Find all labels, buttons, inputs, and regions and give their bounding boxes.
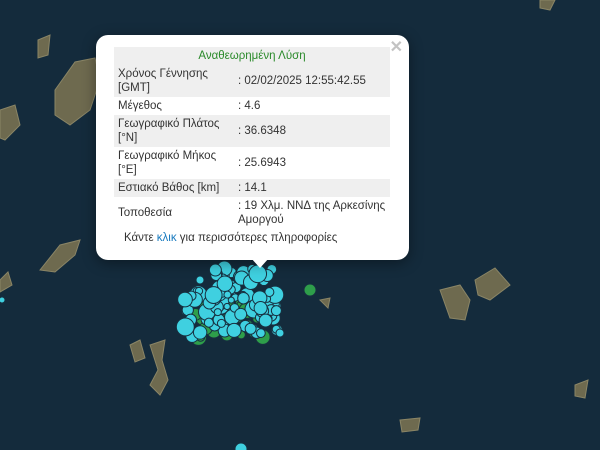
detail-label: Τοποθεσία	[118, 207, 172, 219]
earthquake-marker[interactable]	[244, 322, 257, 335]
earthquake-marker[interactable]	[234, 442, 248, 450]
earthquake-marker[interactable]	[253, 301, 268, 316]
island	[474, 267, 511, 301]
detail-label: Εστιακό Βάθος [km]	[114, 179, 234, 197]
island	[129, 339, 146, 363]
detail-value: : 4.6	[238, 100, 261, 112]
popup-tip	[251, 258, 269, 268]
detail-value: : 02/02/2025 12:55:42.55	[234, 65, 390, 97]
earthquake-marker[interactable]	[195, 275, 205, 285]
detail-row: Τοποθεσία : 19 Χλμ. ΝΝΔ της Αρκεσίνης Αμο…	[114, 197, 390, 229]
island	[39, 239, 81, 273]
earthquake-marker[interactable]	[256, 328, 266, 339]
earthquake-marker[interactable]	[258, 313, 273, 328]
earthquake-marker[interactable]	[226, 322, 242, 338]
earthquake-marker[interactable]	[208, 263, 222, 277]
earthquake-marker[interactable]	[0, 296, 6, 304]
island	[0, 271, 13, 293]
earthquake-marker[interactable]	[192, 325, 208, 340]
earthquake-marker[interactable]	[223, 302, 231, 311]
island	[574, 379, 589, 399]
earthquake-marker[interactable]	[275, 328, 285, 338]
earthquake-marker[interactable]	[237, 291, 250, 305]
island	[399, 417, 421, 433]
earthquake-markers	[0, 260, 317, 450]
detail-label: Χρόνος Γέννησης [GMT]	[114, 65, 234, 97]
detail-row: Γεωγραφικό Μήκος [°E] : 25.6943	[114, 147, 390, 179]
popup-title: Αναθεωρημένη Λύση	[114, 47, 390, 65]
earthquake-marker[interactable]	[303, 283, 317, 297]
detail-row: Εστιακό Βάθος [km]: 14.1	[114, 179, 390, 197]
island	[439, 284, 471, 321]
detail-label: Γεωγραφικό Πλάτος [°N]	[114, 115, 234, 147]
detail-row: Μέγεθος : 4.6	[114, 97, 390, 115]
more-info-link[interactable]: κλικ	[156, 232, 177, 244]
earthquake-marker[interactable]	[213, 308, 222, 317]
earthquake-marker[interactable]	[234, 307, 248, 321]
earthquake-marker[interactable]	[227, 296, 235, 304]
earthquake-details-table: Αναθεωρημένη Λύση Χρόνος Γέννησης [GMT]:…	[114, 47, 390, 229]
earthquake-marker[interactable]	[177, 291, 193, 308]
more-prefix: Κάντε	[124, 232, 157, 244]
more-info-text: Κάντε κλικ για περισσότερες πληροφορίες	[124, 232, 337, 244]
detail-label: Γεωγραφικό Μήκος [°E]	[118, 150, 217, 176]
island	[54, 57, 101, 126]
island	[0, 104, 21, 141]
earthquake-marker[interactable]	[264, 287, 275, 298]
earthquake-marker[interactable]	[204, 286, 223, 304]
earthquake-marker[interactable]	[203, 317, 214, 328]
earthquake-marker[interactable]	[216, 275, 234, 292]
detail-row: Χρόνος Γέννησης [GMT]: 02/02/2025 12:55:…	[114, 65, 390, 97]
earthquake-marker[interactable]	[216, 318, 226, 328]
detail-value: : 14.1	[234, 179, 390, 197]
detail-value: : 36.6348	[234, 115, 390, 147]
earthquake-popup: ✕ Αναθεωρημένη Λύση Χρόνος Γέννησης [GMT…	[96, 35, 409, 260]
earthquake-marker[interactable]	[270, 305, 282, 317]
more-suffix: για περισσότερες πληροφορίες	[176, 232, 338, 244]
island	[318, 297, 331, 310]
earthquake-marker[interactable]	[223, 290, 232, 299]
island	[539, 0, 556, 11]
close-icon[interactable]: ✕	[389, 39, 403, 56]
island	[37, 34, 51, 59]
detail-label: Μέγεθος	[118, 100, 162, 112]
island	[149, 339, 169, 396]
earthquake-marker[interactable]	[175, 317, 195, 337]
detail-row: Γεωγραφικό Πλάτος [°N]: 36.6348	[114, 115, 390, 147]
detail-value: : 19 Χλμ. ΝΝΔ της Αρκεσίνης Αμοργού	[238, 200, 386, 226]
detail-value: : 25.6943	[238, 157, 286, 169]
